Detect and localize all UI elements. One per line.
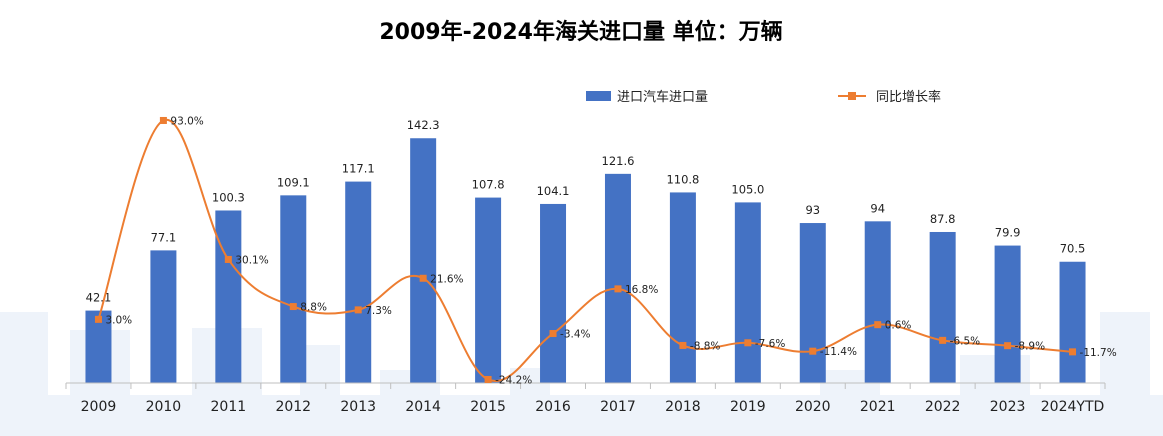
x-tick-label-2019: 2019 — [730, 399, 766, 415]
x-tick-label-2011: 2011 — [211, 399, 247, 415]
legend-line-label: 同比增长率 — [876, 89, 941, 105]
marker-2022 — [939, 336, 947, 344]
x-tick-label-2010: 2010 — [146, 399, 182, 415]
line-label-2023: -8.9% — [1015, 341, 1045, 353]
line-label-2011: 30.1% — [235, 254, 268, 266]
growth-rate-markers — [94, 116, 1077, 383]
x-tick-label-2012: 2012 — [275, 399, 311, 415]
marker-2016 — [549, 330, 557, 338]
x-tick-label-2022: 2022 — [925, 399, 961, 415]
legend-bar-swatch — [586, 91, 611, 101]
bar-label-2009: 42.1 — [86, 291, 112, 305]
bar-label-2015: 107.8 — [472, 178, 505, 192]
bar-2017 — [604, 173, 631, 383]
line-label-2015: -24.2% — [495, 374, 532, 386]
bar-2022 — [929, 231, 956, 383]
bar-2013 — [345, 181, 372, 383]
line-label-2020: -11.4% — [820, 346, 857, 358]
line-label-2022: -6.5% — [950, 335, 980, 347]
x-tick-label-2020: 2020 — [795, 399, 831, 415]
bar-data-labels: 42.1 77.1 100.3 109.1 117.1 142.3 107.8 104.1 12… — [86, 118, 1086, 304]
bar-label-2016: 104.1 — [537, 184, 570, 198]
bar-2015 — [475, 197, 502, 383]
bar-2011 — [215, 210, 242, 383]
bar-2021 — [864, 221, 891, 383]
background-skyline — [0, 312, 1163, 436]
chart-title: 2009年-2024年海关进口量 单位：万辆 — [379, 19, 782, 45]
line-label-2012: 8.8% — [300, 302, 327, 314]
marker-2023 — [1004, 342, 1012, 350]
marker-2014 — [419, 274, 427, 282]
x-tick-label-2018: 2018 — [665, 399, 701, 415]
line-label-2017: 16.8% — [625, 284, 658, 296]
bar-2023 — [994, 245, 1021, 383]
x-axis: 2009 2010 2011 2012 2013 2014 2015 2016 2017 2018… — [65, 382, 1106, 415]
bar-label-2010: 77.1 — [151, 230, 177, 244]
marker-2018 — [679, 341, 687, 349]
x-tick-label-2023: 2023 — [990, 399, 1026, 415]
x-tick-label-2017: 2017 — [600, 399, 636, 415]
legend-line-marker — [848, 92, 856, 100]
bar-label-2021: 94 — [870, 201, 885, 215]
marker-2024YTD — [1069, 348, 1077, 356]
bar-label-2019: 105.0 — [731, 182, 764, 196]
line-label-2009: 3.0% — [105, 314, 132, 326]
line-label-2016: -3.4% — [560, 329, 590, 341]
marker-2010 — [159, 116, 167, 124]
bar-2019 — [734, 202, 761, 383]
x-tick-label-2024YTD: 2024YTD — [1041, 399, 1105, 415]
x-tick-label-2009: 2009 — [81, 399, 117, 415]
marker-2019 — [744, 339, 752, 347]
bar-series — [85, 138, 1086, 383]
legend: 进口汽车进口量 同比增长率 — [586, 89, 941, 105]
x-tick-label-2021: 2021 — [860, 399, 896, 415]
marker-2015 — [484, 375, 492, 383]
line-label-2010: 93.0% — [170, 115, 203, 127]
line-label-2019: -7.6% — [755, 338, 785, 350]
bar-label-2013: 117.1 — [342, 162, 375, 176]
bar-2018 — [669, 192, 696, 383]
bar-label-2024YTD: 70.5 — [1060, 242, 1086, 256]
bar-2020 — [799, 223, 826, 383]
legend-bar-label: 进口汽车进口量 — [617, 89, 708, 105]
bar-2024YTD — [1059, 261, 1086, 383]
line-label-2018: -8.8% — [690, 340, 720, 352]
bar-label-2014: 142.3 — [407, 118, 440, 132]
marker-2020 — [809, 347, 817, 355]
bar-label-2022: 87.8 — [930, 212, 956, 226]
marker-2021 — [874, 321, 882, 329]
line-label-2013: 7.3% — [365, 305, 392, 317]
x-tick-label-2015: 2015 — [470, 399, 506, 415]
marker-2017 — [614, 285, 622, 293]
bar-label-2020: 93 — [805, 203, 820, 217]
line-label-2024YTD: -11.7% — [1080, 347, 1117, 359]
bar-label-2023: 79.9 — [995, 226, 1021, 240]
x-tick-label-2016: 2016 — [535, 399, 571, 415]
bar-2016 — [540, 203, 567, 383]
bar-label-2017: 121.6 — [602, 154, 635, 168]
bar-label-2018: 110.8 — [666, 172, 699, 186]
growth-rate-line — [97, 119, 1073, 383]
marker-2013 — [354, 306, 362, 314]
growth-rate-labels: 3.0% 93.0% 30.1% 8.8% 7.3% 21.6% -24.2% -3.4% 16… — [105, 115, 1116, 386]
bar-label-2012: 109.1 — [277, 175, 310, 189]
marker-2009 — [94, 315, 102, 323]
line-label-2021: 0.6% — [885, 320, 912, 332]
bar-2012 — [280, 195, 307, 383]
x-tick-label-2014: 2014 — [405, 399, 441, 415]
marker-2011 — [224, 255, 232, 263]
bar-2010 — [150, 250, 177, 383]
bar-2014 — [410, 138, 437, 383]
marker-2012 — [289, 303, 297, 311]
x-tick-label-2013: 2013 — [340, 399, 376, 415]
line-label-2014: 21.6% — [430, 273, 463, 285]
bar-label-2011: 100.3 — [212, 190, 245, 204]
